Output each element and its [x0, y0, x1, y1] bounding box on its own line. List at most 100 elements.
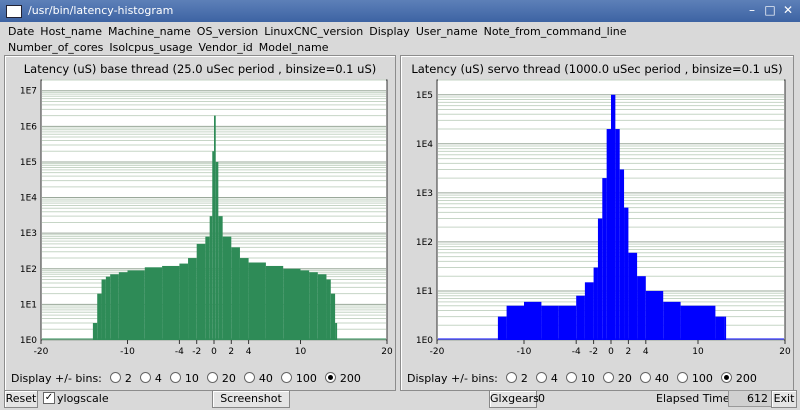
elapsed-time-label: Elapsed Time: [656, 392, 734, 405]
radio-icon [639, 372, 651, 383]
menu-item-number-of-cores[interactable]: Number_of_cores [8, 41, 104, 54]
radio-label: 2 [124, 372, 132, 385]
x-tick-label: 0 [211, 347, 217, 357]
histogram-bar [330, 293, 336, 340]
menu-item-display[interactable]: Display [369, 25, 410, 38]
histogram-bar [209, 216, 213, 340]
y-tick-label: 1E0 [416, 336, 433, 346]
histogram-bar [576, 295, 585, 340]
histogram-bar [593, 267, 598, 340]
bins-radio-100[interactable]: 100 [280, 372, 317, 385]
menu-item-os-version[interactable]: OS_version [196, 25, 259, 38]
y-tick-label: 1E7 [20, 87, 37, 97]
minimize-icon[interactable]: – [749, 3, 755, 17]
histogram-bar [110, 274, 119, 340]
x-tick-label: -4 [175, 347, 184, 357]
y-tick-label: 1E3 [416, 189, 433, 199]
menu-item-vendor-id[interactable]: Vendor_id [198, 41, 253, 54]
menu-item-user-name[interactable]: User_name [415, 25, 478, 38]
histogram-bar [602, 178, 607, 340]
radio-label: 40 [654, 372, 669, 385]
y-tick-label: 1E4 [20, 194, 37, 204]
histogram-bar [127, 270, 145, 340]
radio-label: 2 [520, 372, 528, 385]
histogram-bar [611, 94, 616, 340]
histogram-bar [97, 293, 102, 340]
bins-radio-200[interactable]: 200 [324, 372, 361, 385]
radio-icon [169, 372, 181, 383]
y-tick-label: 1E6 [20, 122, 37, 132]
menu-item-machine-name[interactable]: Machine_name [108, 25, 191, 38]
bins-radio-40[interactable]: 40 [639, 372, 669, 385]
histogram-bar [615, 129, 620, 340]
maximize-icon[interactable]: □ [764, 3, 776, 17]
bins-radio-100[interactable]: 100 [676, 372, 713, 385]
x-tick-label: 20 [381, 347, 393, 357]
x-tick-label: -20 [34, 347, 49, 357]
close-icon[interactable]: ✕ [782, 3, 794, 17]
reset-button[interactable]: Reset [4, 390, 38, 408]
y-tick-label: 1E1 [20, 300, 37, 310]
histogram-bar [335, 323, 338, 340]
histogram-bar [309, 272, 318, 340]
radio-icon [602, 372, 614, 383]
x-tick-label: 4 [643, 347, 649, 357]
radio-label: 40 [258, 372, 273, 385]
menu-item-note-from-command-line[interactable]: Note_from_command_line [483, 25, 627, 38]
title-bar: /usr/bin/latency-histogram – □ ✕ [0, 0, 800, 22]
histogram-bar [624, 207, 629, 340]
histogram-bar [506, 305, 524, 340]
bins-radio-2[interactable]: 2 [505, 372, 528, 385]
radio-icon [324, 372, 336, 383]
app-icon [6, 5, 22, 18]
histogram-bar [215, 161, 219, 340]
bins-radio-20[interactable]: 20 [206, 372, 236, 385]
radio-label: 100 [295, 372, 317, 385]
y-tick-label: 1E3 [20, 229, 37, 239]
histogram-bar [317, 274, 327, 340]
histogram-bar [144, 267, 163, 340]
histogram-bar [715, 316, 725, 340]
menu-item-date[interactable]: Date [8, 25, 35, 38]
histogram-bar [497, 316, 507, 340]
x-tick-label: -4 [572, 347, 581, 357]
menu-item-linuxcnc-version[interactable]: LinuxCNC_version [264, 25, 364, 38]
histogram-bar [326, 279, 331, 340]
radio-label: 20 [221, 372, 236, 385]
menu-item-host-name[interactable]: Host_name [40, 25, 103, 38]
radio-label: 200 [339, 372, 361, 385]
menu-item-model-name[interactable]: Model_name [258, 41, 329, 54]
glxgears-value: 0 [538, 392, 545, 405]
histogram-bar [101, 279, 106, 340]
bins-radio-20[interactable]: 20 [602, 372, 632, 385]
radio-icon [206, 372, 218, 383]
bins-radio-2[interactable]: 2 [109, 372, 132, 385]
histogram-bar [196, 243, 206, 340]
x-tick-label: 2 [626, 347, 632, 357]
histogram-bar [597, 218, 603, 340]
radio-icon [139, 372, 151, 383]
histogram-bar [628, 252, 638, 340]
glxgears-button[interactable]: Glxgears [489, 390, 539, 408]
histogram-bar [162, 265, 180, 340]
ylogscale-checkbox[interactable]: ✓ [43, 392, 55, 404]
x-tick-label: 0 [608, 347, 614, 357]
y-tick-label: 1E4 [416, 140, 433, 150]
bins-radio-4[interactable]: 4 [139, 372, 162, 385]
bins-label: Display +/- bins: [11, 372, 102, 385]
bins-radio-200[interactable]: 200 [720, 372, 757, 385]
bins-radio-10[interactable]: 10 [169, 372, 199, 385]
bins-radio-10[interactable]: 10 [565, 372, 595, 385]
menu-item-isolcpus-usage[interactable]: Isolcpus_usage [109, 41, 193, 54]
screenshot-button[interactable]: Screenshot [212, 390, 290, 408]
histogram-bar [231, 247, 240, 340]
histogram-bar [645, 290, 664, 340]
radio-icon [109, 372, 121, 383]
bins-radio-4[interactable]: 4 [535, 372, 558, 385]
radio-label: 10 [184, 372, 199, 385]
exit-button[interactable]: Exit [771, 390, 797, 408]
x-tick-label: -10 [120, 347, 135, 357]
bins-radio-40[interactable]: 40 [243, 372, 273, 385]
base-thread-panel: Latency (uS) base thread (25.0 uSec peri… [4, 55, 396, 391]
